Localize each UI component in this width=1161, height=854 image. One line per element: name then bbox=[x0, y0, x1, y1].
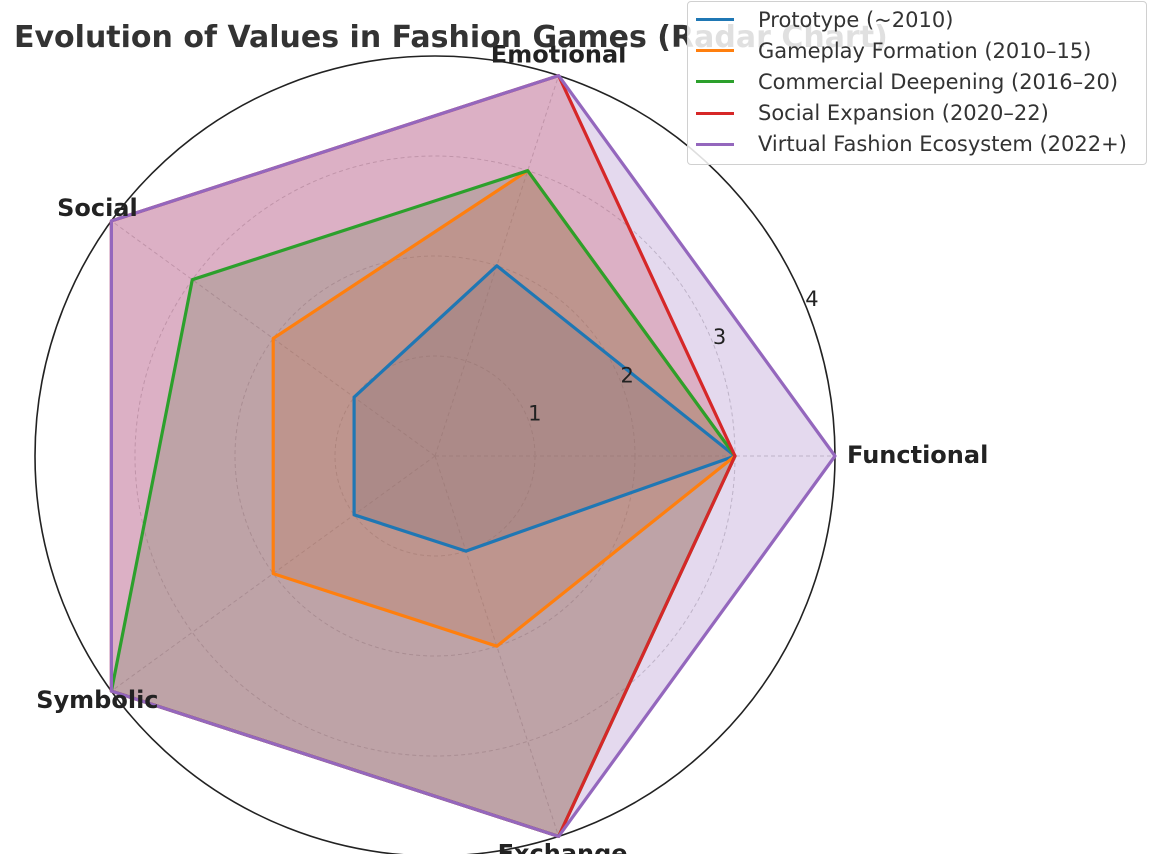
series-area bbox=[111, 75, 835, 837]
legend-label: Commercial Deepening (2016–20) bbox=[758, 69, 1119, 94]
legend-item: Virtual Fashion Ecosystem (2022+) bbox=[688, 129, 1146, 160]
legend-label: Social Expansion (2020–22) bbox=[758, 101, 1049, 126]
r-tick-label: 1 bbox=[528, 402, 541, 426]
r-tick-label: 4 bbox=[805, 287, 818, 311]
legend-item: Commercial Deepening (2016–20) bbox=[688, 66, 1146, 97]
legend-swatch bbox=[696, 142, 734, 146]
series-area bbox=[354, 265, 735, 552]
axis-label: Emotional bbox=[491, 41, 627, 69]
ring-gridline bbox=[234, 255, 636, 657]
axis-label: Exchange bbox=[498, 839, 628, 854]
r-tick-label: 3 bbox=[713, 325, 726, 349]
axis-labels: 1 2 3 4 Functional Emotional Social Symbolic Exc… bbox=[36, 41, 988, 854]
legend-swatch bbox=[696, 80, 734, 84]
axis-label: Functional bbox=[847, 441, 988, 469]
series-line bbox=[352, 264, 737, 553]
legend: Prototype (~2010) Gameplay Formation (201… bbox=[687, 1, 1147, 165]
legend-item: Prototype (~2010) bbox=[688, 4, 1146, 35]
legend-swatch bbox=[696, 111, 734, 115]
legend-label: Virtual Fashion Ecosystem (2022+) bbox=[758, 132, 1127, 157]
axis-label: Social bbox=[57, 194, 138, 222]
r-tick-label: 2 bbox=[620, 363, 633, 387]
series-area bbox=[111, 170, 735, 837]
legend-label: Gameplay Formation (2010–15) bbox=[758, 38, 1092, 63]
legend-item: Gameplay Formation (2010–15) bbox=[688, 35, 1146, 66]
legend-swatch bbox=[696, 18, 734, 22]
legend-swatch bbox=[696, 49, 734, 53]
ring-gridline bbox=[334, 355, 536, 557]
legend-item: Social Expansion (2020–22) bbox=[688, 98, 1146, 129]
radar-series bbox=[109, 73, 837, 839]
series-area bbox=[111, 75, 735, 837]
axis-label: Symbolic bbox=[36, 686, 158, 714]
series-line bbox=[109, 73, 837, 839]
legend-label: Prototype (~2010) bbox=[758, 7, 954, 32]
